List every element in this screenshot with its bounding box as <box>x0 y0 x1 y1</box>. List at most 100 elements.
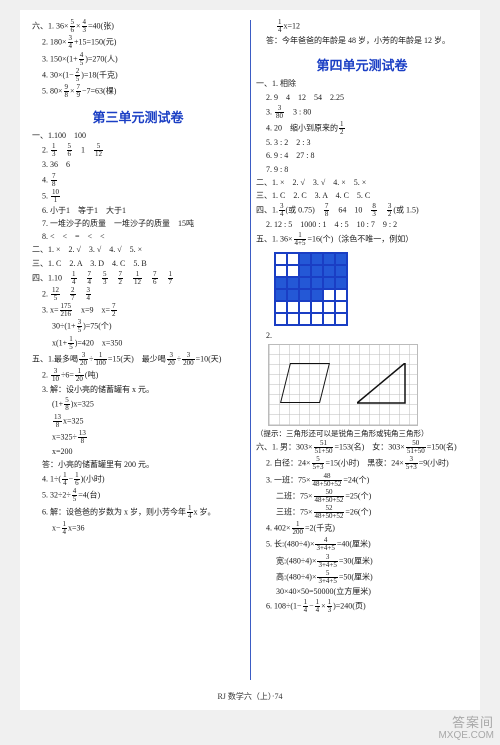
text-line: 答：今年爸爸的年龄是 48 岁，小芳的年龄是 12 岁。 <box>256 35 468 47</box>
text-line: (1+58)x=325 <box>32 397 244 412</box>
grid-cell <box>311 289 323 301</box>
grid-cell <box>311 265 323 277</box>
text-line: 3. 解：设小亮的储蓄罐有 x 元。 <box>32 384 244 396</box>
grid-cell <box>323 253 335 265</box>
text-line: 2. 125 27 34 <box>32 287 244 302</box>
grid-cell <box>275 289 287 301</box>
text-line: 7. 一堆沙子的质量 一堆沙子的质量 15吨 <box>32 218 244 230</box>
text-line: 30×40×50=50000(立方厘米) <box>256 586 468 598</box>
text-line: 三班：75×5248+50+52=26(个) <box>256 505 468 520</box>
grid-cell <box>299 289 311 301</box>
page: 六、1. 36×56×43=40(张) 2. 180×34+15=150(元) … <box>20 10 480 710</box>
text-line: 3. 380 3 : 80 <box>256 105 468 120</box>
text-line: 5. 32÷2÷45=4(台) <box>32 488 244 503</box>
grid-cell <box>287 313 299 325</box>
text-line: x(1+15)=420 x=350 <box>32 336 244 351</box>
unit4-title: 第四单元测试卷 <box>256 55 468 74</box>
text-line: 五、1.最多喝320÷1100=15(天) 最少喝320÷3200=10(天) <box>32 352 244 367</box>
grid-cell <box>287 277 299 289</box>
text-line: 宽:(480÷4)×33+4+5=30(厘米) <box>256 554 468 569</box>
grid-cell <box>287 289 299 301</box>
grid-cell <box>311 313 323 325</box>
text-line: 二、1. × 2. √ 3. √ 4. × 5. × <box>256 177 468 189</box>
left-column: 六、1. 36×56×43=40(张) 2. 180×34+15=150(元) … <box>26 18 250 702</box>
text-line: 2. 13 56 1 512 <box>32 143 244 158</box>
text-line: 5. 长:(480÷4)×43+4+5=40(厘米) <box>256 537 468 552</box>
grid-cell <box>299 313 311 325</box>
text-line: 8. < < = < < <box>32 231 244 243</box>
text-line: x=325÷138 <box>32 430 244 445</box>
text-line: 三、1. C 2. A 3. D 4. C 5. B <box>32 258 244 270</box>
grid-cell <box>287 265 299 277</box>
text-line: 2. 180×34+15=150(元) <box>32 35 244 50</box>
geometry-grid <box>268 344 418 426</box>
text-line: 2. <box>256 330 468 342</box>
grid-cell <box>335 301 347 313</box>
text-line: 高:(480÷4)×53+4+5=50(厘米) <box>256 570 468 585</box>
grid-cell <box>323 301 335 313</box>
grid-cell <box>311 253 323 265</box>
text-line: 6. 解：设爸爸的岁数为 x 岁，则小芳今年14x 岁。 <box>32 505 244 520</box>
text-line: 五、1. 36×14+5=16(个)（涂色不唯一，例如） <box>256 232 468 247</box>
text-line: 4. 20 缩小到原来的12 <box>256 121 468 136</box>
text-line: 六、1. 36×56×43=40(张) <box>32 19 244 34</box>
text-line: 3. 一班：75×4848+50+52=24(个) <box>256 473 468 488</box>
grid-cell <box>323 289 335 301</box>
right-column: 14x=12 答：今年爸爸的年龄是 48 岁，小芳的年龄是 12 岁。 第四单元… <box>250 18 474 702</box>
text-line: 6. 9 : 4 27 : 8 <box>256 150 468 162</box>
column-divider <box>250 20 251 680</box>
text-line: 3. 36 6 <box>32 159 244 171</box>
grid-cell <box>275 313 287 325</box>
grid-cell <box>275 301 287 313</box>
grid-cell <box>287 301 299 313</box>
text-line: 四、1.10 14 74 53 72 112 76 17 <box>32 271 244 286</box>
text-line: 138x=325 <box>32 414 244 429</box>
text-line: 一、1. 相除 <box>256 78 468 90</box>
grid-cell <box>275 253 287 265</box>
text-line: 5. 3 : 2 2 : 3 <box>256 137 468 149</box>
text-line: x=200 <box>32 446 244 458</box>
text-line: 3. 150×(1+45)=270(人) <box>32 52 244 67</box>
text-line: 2. 12 : 5 1000 : 1 4 : 5 10 : 7 9 : 2 <box>256 219 468 231</box>
text-line: 3. x=175216 x=9 x=72 <box>32 303 244 318</box>
text-line: 6. 小于1 等于1 大于1 <box>32 205 244 217</box>
text-line: 6. 108÷(1−14−14×13)=240(页) <box>256 599 468 614</box>
text-line: 5. 101 <box>32 189 244 204</box>
grid-cell <box>299 301 311 313</box>
grid-cell <box>311 277 323 289</box>
parallelogram-shape <box>280 363 330 403</box>
grid-cell <box>311 301 323 313</box>
grid-cell <box>323 265 335 277</box>
grid-cell <box>323 277 335 289</box>
grid-cell <box>335 253 347 265</box>
text-line: 2. 白径：24×55+3=15(小时) 黑夜：24×35+3=9(小时) <box>256 456 468 471</box>
text-line: 答：小亮的储蓄罐里有 200 元。 <box>32 459 244 471</box>
watermark: 答案间 MXQE.COM <box>438 716 494 741</box>
text-line: 三、1. C 2. C 3. A 4. C 5. C <box>256 190 468 202</box>
text-line: 14x=12 <box>256 19 468 34</box>
page-footer: RJ 数学六（上）·74 <box>20 691 480 702</box>
text-line: 一、1.100 100 <box>32 130 244 142</box>
grid-cell <box>287 253 299 265</box>
grid-cell <box>335 313 347 325</box>
text-line: 4. 78 <box>32 173 244 188</box>
text-line: 4. 1÷(14−16)(小时) <box>32 472 244 487</box>
text-line: 二、1. × 2. √ 3. √ 4. √ 5. × <box>32 244 244 256</box>
text-line: （提示：三角形还可以是锐角三角形或钝角三角形） <box>256 428 468 439</box>
grid-cell <box>335 265 347 277</box>
grid-cell <box>299 277 311 289</box>
grid-cell <box>275 265 287 277</box>
grid-cell <box>335 289 347 301</box>
text-line: 二班：75×5048+50+52=25(个) <box>256 489 468 504</box>
grid-cell <box>299 265 311 277</box>
text-line: 四、1.34(或 0.75) 78 64 10 83 32(或 1.5) <box>256 203 468 218</box>
text-line: 4. 30×(1−25)=18(千克) <box>32 68 244 83</box>
unit3-title: 第三单元测试卷 <box>32 107 244 126</box>
grid-cell <box>323 313 335 325</box>
text-line: 30÷(1+35)=75(个) <box>32 319 244 334</box>
text-line: 5. 80×98×79−7=63(棵) <box>32 84 244 99</box>
grid-cell <box>299 253 311 265</box>
text-line: 2. 310÷6=120(吨) <box>32 368 244 383</box>
color-grid <box>274 252 348 326</box>
text-line: 六、1. 男：303×5151+50=153(名) 女：303×5051+50=… <box>256 440 468 455</box>
